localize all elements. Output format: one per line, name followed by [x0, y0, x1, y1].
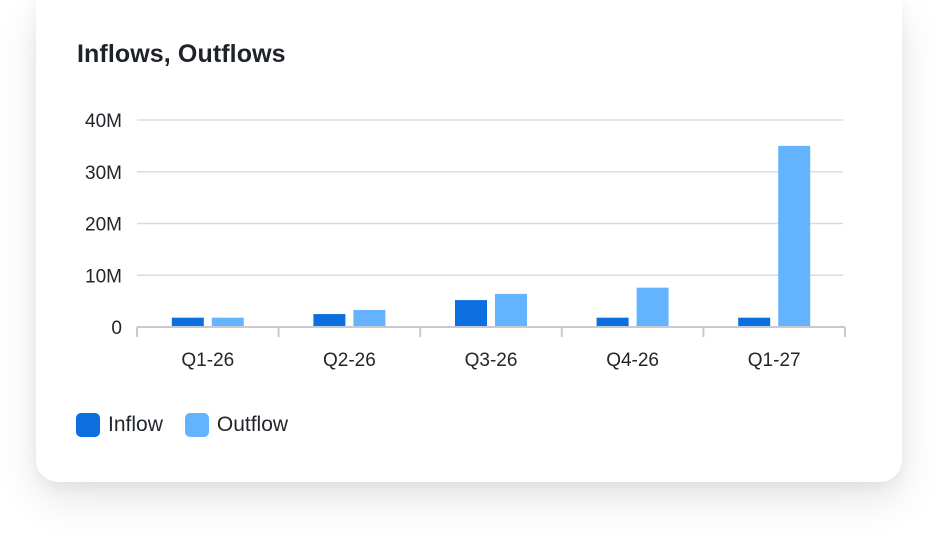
bars — [171, 145, 811, 327]
bar-outflow — [211, 317, 244, 327]
bar-outflow — [353, 309, 386, 327]
x-axis — [136, 326, 846, 337]
bar-inflow — [455, 300, 487, 327]
bar-inflow — [171, 317, 204, 327]
chart-card — [36, 0, 902, 482]
gridlines — [137, 119, 843, 276]
axis-labels: 0 10M 20M 30M 40M Q1-26 Q2-26 Q3-26 Q4-26 Q1-27 — [85, 111, 801, 371]
x-tick-label: Q4-26 — [606, 350, 659, 371]
bar-inflow — [313, 314, 346, 327]
legend-label-outflow: Outflow — [216, 413, 289, 436]
x-tick-label: Q2-26 — [323, 350, 376, 371]
y-tick-label: 0 — [111, 318, 122, 339]
bar-inflow — [596, 317, 629, 327]
x-tick-label: Q1-27 — [748, 350, 801, 371]
bar-outflow — [495, 293, 527, 327]
chart-title: Inflows, Outflows — [77, 40, 286, 68]
legend-swatch-inflow — [76, 413, 100, 437]
x-tick-label: Q3-26 — [465, 350, 518, 371]
legend-swatch-outflow — [184, 413, 209, 437]
y-tick-label: 10M — [85, 266, 122, 287]
legend-label-inflow: Inflow — [108, 413, 163, 436]
y-tick-label: 30M — [85, 163, 122, 184]
bar-inflow — [738, 317, 771, 327]
x-tick-label: Q1-26 — [181, 350, 234, 371]
bar-outflow — [778, 145, 811, 327]
legend-item-outflow[interactable]: Outflow — [184, 413, 289, 437]
bar-outflow — [636, 287, 669, 327]
y-tick-label: 40M — [85, 111, 122, 132]
chart-legend: Inflow Outflow — [76, 413, 310, 437]
legend-item-inflow[interactable]: Inflow — [76, 413, 163, 437]
y-tick-label: 20M — [85, 215, 122, 236]
